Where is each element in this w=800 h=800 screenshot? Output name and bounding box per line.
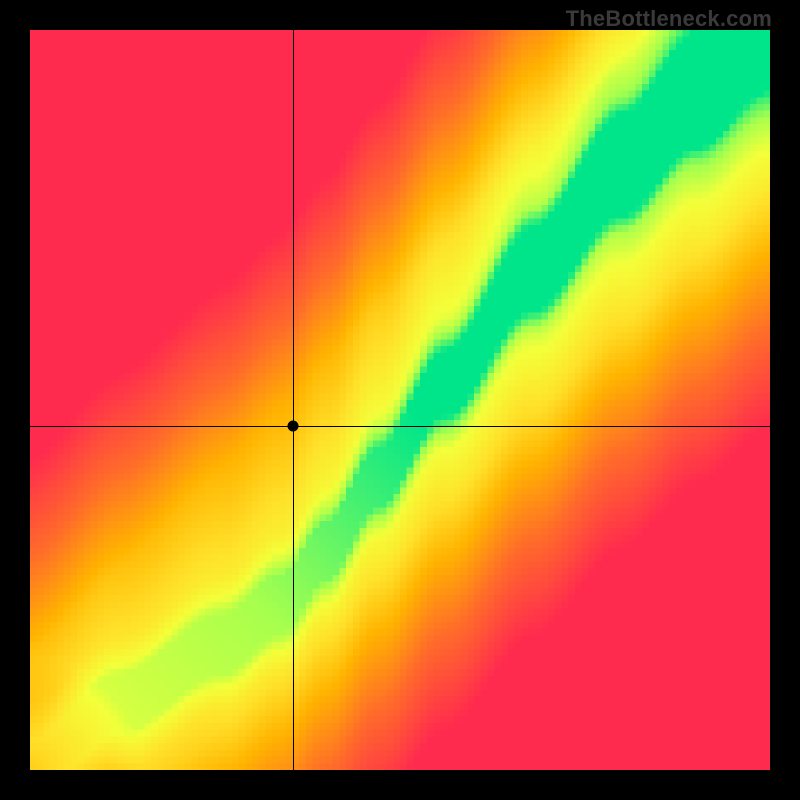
plot-area — [30, 30, 770, 770]
bottleneck-heatmap — [30, 30, 770, 770]
crosshair-horizontal — [30, 426, 770, 427]
watermark-text: TheBottleneck.com — [566, 6, 772, 32]
crosshair-vertical — [293, 30, 294, 770]
selection-marker — [287, 420, 298, 431]
